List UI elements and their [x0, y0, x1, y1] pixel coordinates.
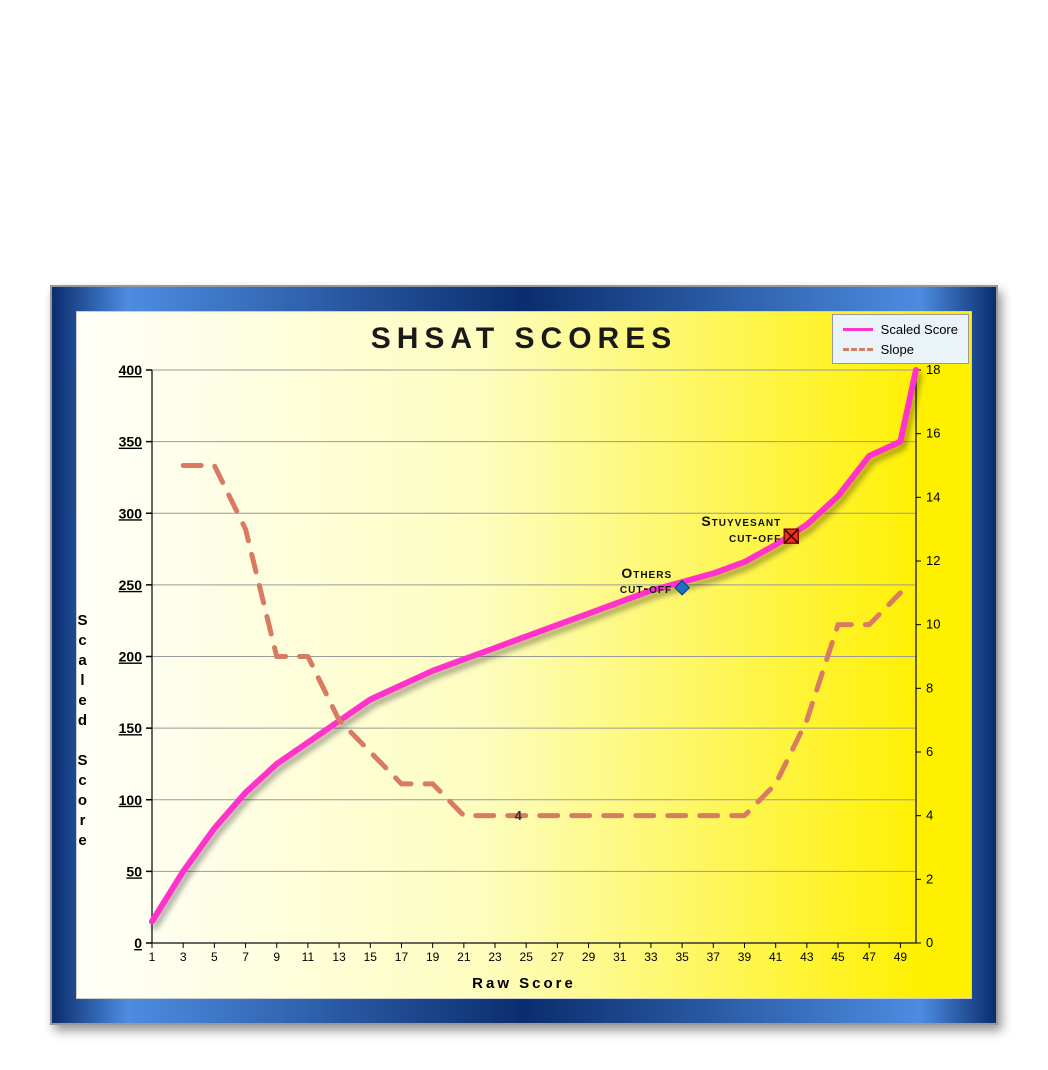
svg-text:2: 2 [926, 871, 933, 886]
svg-text:200: 200 [119, 649, 143, 665]
page-root: SHSAT SCORES Scaled Score Slope 05010015… [0, 0, 1048, 1070]
y-axis-label: Scaled Score [74, 612, 91, 852]
svg-text:7: 7 [242, 950, 249, 964]
svg-text:37: 37 [707, 950, 721, 964]
svg-text:47: 47 [863, 950, 877, 964]
svg-text:8: 8 [926, 680, 933, 695]
svg-text:41: 41 [769, 950, 783, 964]
svg-text:5: 5 [211, 950, 218, 964]
svg-text:250: 250 [119, 577, 143, 593]
svg-text:0: 0 [134, 935, 142, 951]
svg-text:16: 16 [926, 426, 940, 441]
svg-text:17: 17 [395, 950, 409, 964]
svg-text:19: 19 [426, 950, 440, 964]
chart-plot-area: SHSAT SCORES Scaled Score Slope 05010015… [76, 311, 972, 999]
svg-text:9: 9 [273, 950, 280, 964]
svg-text:0: 0 [926, 935, 933, 950]
svg-text:15: 15 [364, 950, 378, 964]
svg-text:49: 49 [894, 950, 908, 964]
others-cutoff-marker-label: Otherscut-off [542, 566, 672, 597]
svg-text:4: 4 [926, 808, 933, 823]
svg-text:29: 29 [582, 950, 596, 964]
inline-value-label: 4 [515, 808, 522, 823]
chart-border: SHSAT SCORES Scaled Score Slope 05010015… [50, 285, 998, 1025]
svg-text:14: 14 [926, 489, 940, 504]
svg-text:100: 100 [119, 792, 143, 808]
svg-text:6: 6 [926, 744, 933, 759]
svg-text:10: 10 [926, 617, 940, 632]
chart-svg: 0501001502002503003504000246810121416181… [77, 312, 971, 998]
svg-text:12: 12 [926, 553, 940, 568]
svg-text:23: 23 [488, 950, 502, 964]
svg-text:11: 11 [302, 950, 315, 964]
svg-text:33: 33 [644, 950, 658, 964]
svg-text:50: 50 [126, 863, 142, 879]
chart-frame: SHSAT SCORES Scaled Score Slope 05010015… [50, 285, 998, 1025]
svg-text:300: 300 [119, 505, 143, 521]
svg-text:350: 350 [119, 434, 143, 450]
svg-text:43: 43 [800, 950, 814, 964]
svg-text:25: 25 [520, 950, 534, 964]
svg-text:18: 18 [926, 362, 940, 377]
svg-text:3: 3 [180, 950, 187, 964]
svg-text:27: 27 [551, 950, 565, 964]
svg-text:400: 400 [119, 362, 143, 378]
stuyvesant-cutoff-marker-label: Stuyvesantcut-off [651, 514, 781, 545]
svg-text:35: 35 [675, 950, 689, 964]
svg-text:150: 150 [119, 720, 143, 736]
svg-text:39: 39 [738, 950, 752, 964]
svg-text:31: 31 [613, 950, 627, 964]
svg-text:21: 21 [457, 950, 471, 964]
svg-text:45: 45 [831, 950, 845, 964]
x-axis-label: Raw Score [77, 975, 971, 992]
svg-text:1: 1 [149, 950, 156, 964]
svg-text:13: 13 [332, 950, 346, 964]
